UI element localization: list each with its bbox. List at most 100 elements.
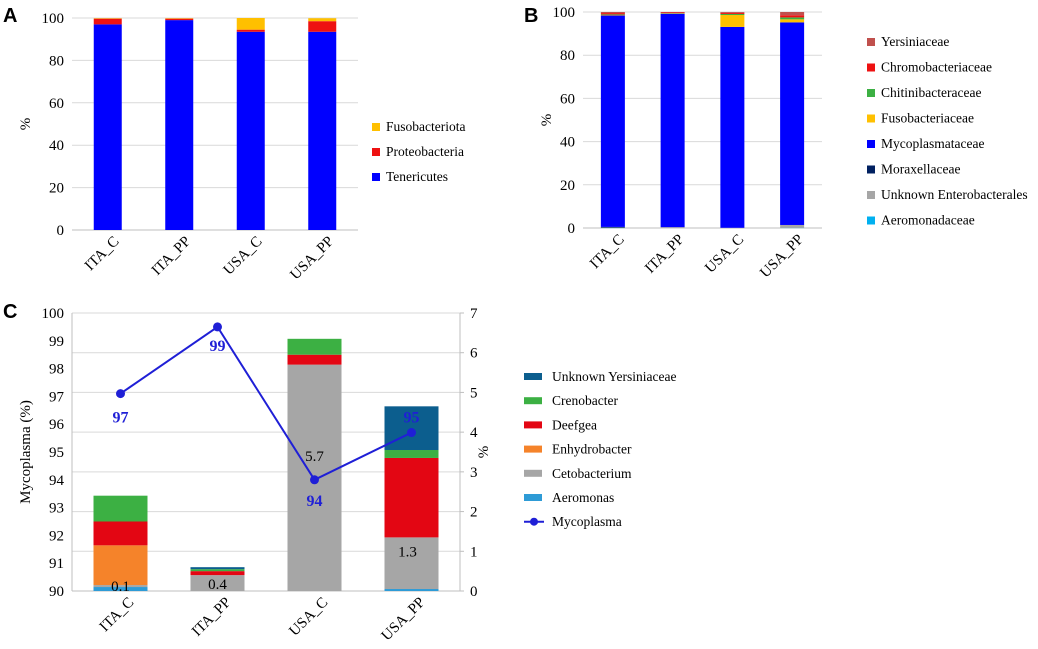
- bar-c-usa-pp-aeromonas: [384, 589, 439, 591]
- ytick-c-left-97: 97: [49, 389, 65, 405]
- ytick-c-right-1: 1: [470, 544, 478, 560]
- bar-c-ita-c-cetobacterium: [93, 585, 148, 588]
- ytick-b-60: 60: [560, 91, 575, 107]
- bar-a-ita-pp-tenericutes: [165, 20, 194, 231]
- xtick-b-ita-pp: ITA_PP: [642, 232, 687, 277]
- xtick-b-usa-pp: USA_PP: [757, 232, 807, 282]
- ytick-c-left-99: 99: [49, 334, 64, 350]
- bar-c-usa-c-crenobacter: [287, 338, 342, 355]
- xtick-c-usa-pp: USA_PP: [379, 595, 429, 645]
- ytick-c-right-2: 2: [470, 505, 478, 521]
- legend-swatch-b-unknown-enterobacterales: [867, 191, 875, 199]
- xtick-c-ita-c: ITA_C: [97, 595, 138, 636]
- bar-b-ita-pp-chromobacteriaceae: [660, 12, 685, 14]
- bar-c-ita-pp-unknown-yersiniaceae: [190, 567, 245, 570]
- bar-b-usa-c-yersiniaceae: [720, 12, 745, 13]
- bar-c-ita-c-crenobacter: [93, 495, 148, 522]
- ytick-b-100: 100: [553, 5, 576, 21]
- bar-label-c-ita-pp: 0.4: [208, 577, 227, 593]
- bar-b-ita-pp-unknown-enterobacterales: [660, 227, 685, 228]
- legend-swatch-c-deefgea: [524, 421, 542, 429]
- mycoplasma-label-usa-pp: 95: [404, 410, 420, 427]
- xtick-b-usa-c: USA_C: [702, 232, 747, 277]
- legend-label-c-unknown-yersiniaceae: Unknown Yersiniaceae: [552, 369, 676, 384]
- y-axis-title-a: %: [18, 118, 34, 131]
- legend-swatch-a-proteobacteria: [372, 148, 380, 156]
- mycoplasma-label-ita-pp: 99: [210, 338, 226, 355]
- ytick-b-80: 80: [560, 48, 575, 64]
- bar-a-usa-pp-proteobacteria: [308, 21, 337, 32]
- ytick-c-left-100: 100: [42, 306, 65, 322]
- legend-swatch-b-chitinibacteraceae: [867, 89, 875, 97]
- legend-label-a-tenericutes: Tenericutes: [386, 169, 448, 184]
- xtick-b-ita-c: ITA_C: [587, 232, 628, 273]
- mycoplasma-point-ita-pp: [213, 322, 222, 332]
- ytick-c-right-0: 0: [470, 584, 478, 600]
- bar-label-c-ita-c: 0.1: [111, 579, 130, 595]
- ytick-b-20: 20: [560, 178, 575, 194]
- legend-swatch-c-crenobacter: [524, 397, 542, 405]
- mycoplasma-point-ita-c: [116, 389, 125, 399]
- legend-label-c-aeromonas: Aeromonas: [552, 490, 614, 505]
- panel-letter-c: C: [3, 301, 17, 323]
- mycoplasma-line: [119, 325, 412, 482]
- legend-label-a-proteobacteria: Proteobacteria: [386, 144, 464, 159]
- ytick-c-left-92: 92: [49, 528, 64, 544]
- bar-b-usa-c-chromobacteriaceae: [720, 12, 745, 14]
- bar-c-usa-c-deefgea: [287, 354, 342, 365]
- y-axis-title-b: %: [539, 114, 555, 127]
- legend-label-b-moraxellaceae: Moraxellaceae: [881, 162, 960, 177]
- bar-b-usa-pp-mycoplasmataceae: [780, 22, 805, 225]
- bar-b-usa-pp-fusobacteriaceae: [780, 19, 805, 23]
- bar-b-ita-c-moraxellaceae: [600, 226, 625, 228]
- ytick-a-80: 80: [49, 53, 64, 69]
- bar-b-ita-c-mycoplasmataceae: [600, 15, 625, 227]
- bar-b-usa-c-chitinibacteraceae: [720, 13, 745, 16]
- legend-swatch-c-cetobacterium: [524, 469, 542, 477]
- ytick-c-right-3: 3: [470, 465, 478, 481]
- legend-swatch-b-aeromonadaceae: [867, 216, 875, 225]
- bar-b-ita-c-chitinibacteraceae: [600, 14, 625, 16]
- legend-swatch-b-moraxellaceae: [867, 165, 875, 174]
- legend-swatch-a-tenericutes: [372, 173, 380, 181]
- legend-label-b-chitinibacteraceae: Chitinibacteraceae: [881, 85, 981, 100]
- bar-label-c-usa-pp: 1.3: [398, 544, 417, 560]
- bar-a-usa-pp-fusobacteriota: [308, 18, 337, 22]
- legend-label-c-crenobacter: Crenobacter: [552, 393, 618, 408]
- ytick-c-right-4: 4: [470, 425, 478, 441]
- xtick-c-usa-c: USA_C: [286, 595, 331, 640]
- legend-label-c-cetobacterium: Cetobacterium: [552, 466, 632, 481]
- y-axis-title-c-left: Mycoplasma (%): [18, 400, 34, 504]
- ytick-c-right-7: 7: [470, 306, 478, 322]
- legend-swatch-b-mycoplasmataceae: [867, 140, 875, 148]
- ytick-c-left-91: 91: [49, 556, 64, 572]
- legend-label-c-enhydrobacter: Enhydrobacter: [552, 442, 632, 457]
- legend-swatch-c-enhydrobacter: [524, 445, 542, 453]
- bar-b-usa-pp-unknown-enterobacterales: [780, 224, 805, 228]
- bar-b-usa-pp-chitinibacteraceae: [780, 17, 805, 20]
- legend-swatch-b-yersiniaceae: [867, 38, 875, 46]
- legend-label-b-unknown-enterobacterales: Unknown Enterobacterales: [881, 187, 1028, 202]
- ytick-c-left-93: 93: [49, 501, 64, 517]
- legend-swatch-b-chromobacteriaceae: [867, 63, 875, 72]
- ytick-c-left-98: 98: [49, 362, 64, 378]
- ytick-a-60: 60: [49, 96, 64, 112]
- bar-b-ita-c-yersiniaceae: [600, 12, 625, 14]
- bar-c-ita-pp-crenobacter: [190, 569, 245, 572]
- y-axis-title-c-right: %: [476, 446, 492, 459]
- bar-c-ita-pp-cetobacterium: [190, 575, 245, 591]
- legend-marker-c-mycoplasma: [530, 517, 538, 526]
- bar-a-usa-c-fusobacteriota: [236, 18, 265, 30]
- legend-label-b-mycoplasmataceae: Mycoplasmataceae: [881, 136, 984, 151]
- ytick-a-20: 20: [49, 181, 64, 197]
- bar-label-c-usa-c: 5.7: [305, 449, 324, 465]
- legend-label-a-fusobacteriota: Fusobacteriota: [386, 119, 465, 134]
- legend-swatch-c-unknown-yersiniaceae: [524, 373, 542, 380]
- legend-label-b-aeromonadaceae: Aeromonadaceae: [881, 213, 975, 228]
- xtick-a-ita-pp: ITA_PP: [149, 234, 194, 279]
- legend-label-c-deefgea: Deefgea: [552, 417, 597, 432]
- bar-b-usa-pp-yersiniaceae: [780, 12, 805, 16]
- bar-a-ita-pp-proteobacteria: [165, 18, 194, 21]
- legend-swatch-b-fusobacteriaceae: [867, 114, 875, 123]
- ytick-c-left-90: 90: [49, 584, 64, 600]
